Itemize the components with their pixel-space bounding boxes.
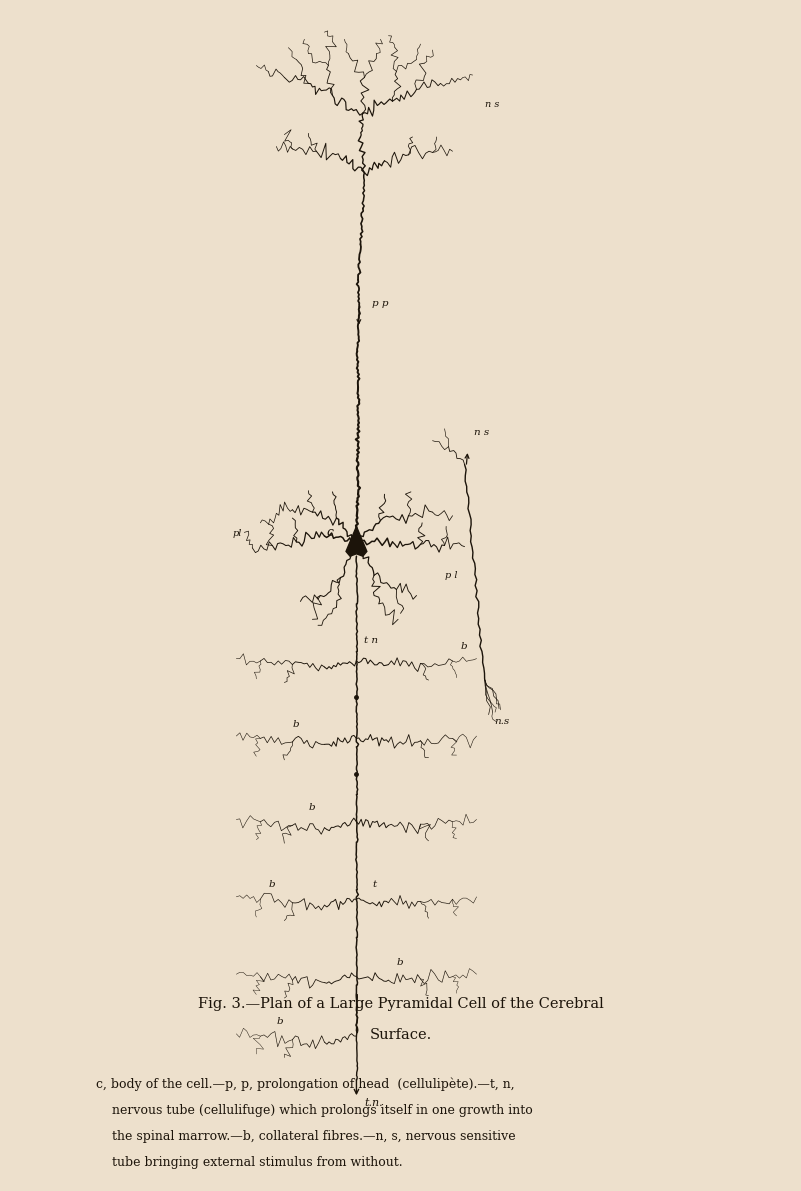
Text: b: b: [268, 880, 275, 890]
Text: Surface.: Surface.: [369, 1028, 432, 1042]
Text: c: c: [326, 526, 333, 540]
Text: Fig. 3.—Plan of a Large Pyramidal Cell of the Cerebral: Fig. 3.—Plan of a Large Pyramidal Cell o…: [198, 997, 603, 1011]
Text: c, body of the cell.—p, p, prolongation of head  (cellulipète).—t, n,: c, body of the cell.—p, p, prolongation …: [96, 1078, 515, 1091]
Text: p l: p l: [445, 570, 457, 580]
Text: t n: t n: [364, 636, 378, 646]
Text: b: b: [308, 803, 315, 812]
Text: p p: p p: [372, 299, 389, 308]
Text: tube bringing external stimulus from without.: tube bringing external stimulus from wit…: [96, 1156, 403, 1170]
Text: t.n.: t.n.: [364, 1098, 383, 1109]
Text: b: b: [292, 719, 299, 729]
Text: b: b: [276, 1017, 283, 1027]
Text: b: b: [396, 958, 403, 967]
Text: n s: n s: [474, 428, 489, 437]
Text: n s: n s: [485, 100, 499, 110]
Text: the spinal marrow.—b, collateral fibres.—n, s, nervous sensitive: the spinal marrow.—b, collateral fibres.…: [96, 1130, 516, 1143]
Text: nervous tube (cellulifuge) which prolongs itself in one growth into: nervous tube (cellulifuge) which prolong…: [96, 1104, 533, 1117]
Text: t: t: [372, 880, 376, 890]
Polygon shape: [346, 526, 367, 556]
Text: pl: pl: [232, 529, 242, 538]
Text: n.s: n.s: [494, 717, 509, 727]
Text: b: b: [461, 642, 467, 651]
